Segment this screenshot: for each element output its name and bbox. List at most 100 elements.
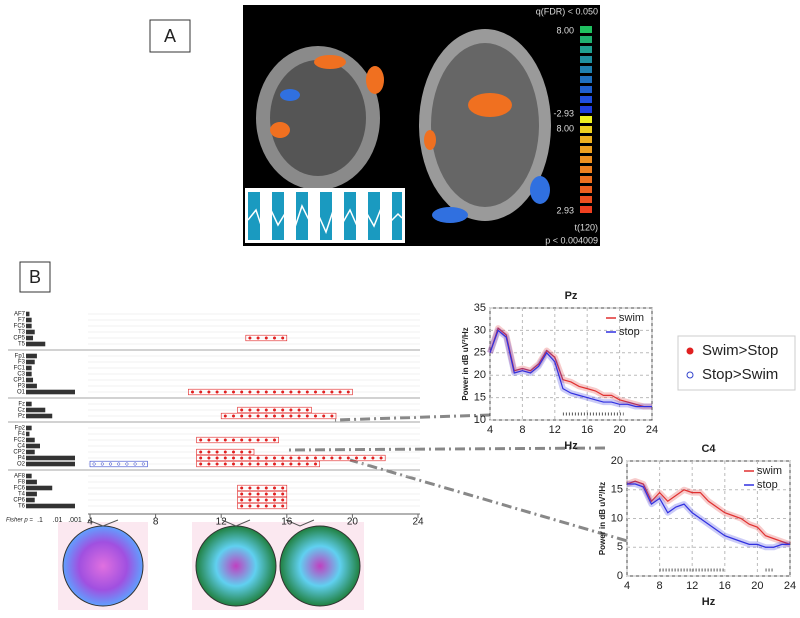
range-dot: [231, 456, 236, 460]
range-dot: [248, 390, 252, 394]
fisher-bar: [26, 497, 35, 503]
range-dot: [256, 462, 260, 466]
range-dot: [240, 504, 244, 508]
colorbar-swatch: [580, 86, 592, 93]
range-dot: [313, 390, 318, 394]
y-tick-label: 15: [611, 484, 623, 496]
range-dot: [256, 336, 260, 340]
significance-range: [237, 490, 288, 498]
x-tick-label: 8: [519, 424, 525, 436]
colorbar-swatch: [580, 176, 592, 183]
range-dot: [240, 486, 244, 490]
electrode-label: AF8: [14, 474, 26, 480]
fisher-bar: [26, 359, 35, 365]
legend-marker: [686, 371, 694, 379]
significance-range: [196, 448, 255, 456]
range-dot: [248, 504, 252, 508]
range-dot: [256, 504, 260, 508]
range-dot: [313, 456, 318, 460]
range-dot: [190, 390, 195, 394]
x-tick-label: 24: [412, 517, 424, 528]
x-tick-label: 16: [719, 580, 731, 592]
x-tick-label: 20: [613, 424, 625, 436]
range-dot: [100, 462, 104, 466]
plot-area: [626, 460, 791, 577]
y-tick-label: 10: [611, 512, 623, 524]
fisher-axis-label: Fisher p =: [6, 518, 33, 524]
block: [272, 192, 284, 240]
x-tick-label: 20: [347, 517, 359, 528]
fisher-bar: [26, 371, 32, 377]
blob: [530, 176, 550, 204]
range-dot: [264, 492, 268, 496]
topoplot: [195, 525, 277, 607]
significance-range: [237, 484, 288, 492]
y-tick-label: 15: [474, 392, 486, 404]
electrode-label: F4: [18, 432, 26, 438]
range-dot: [240, 390, 244, 394]
range-dot: [240, 492, 244, 496]
range-dot: [240, 414, 244, 418]
range-dot: [272, 492, 277, 496]
electrode-label: AF7: [14, 312, 26, 318]
legend-label: stop: [619, 326, 640, 338]
colorbar-swatch: [580, 46, 592, 53]
fisher-bar: [26, 431, 30, 437]
electrode-label: FC6: [14, 486, 26, 492]
range-dot: [272, 486, 277, 490]
topoplot: [62, 525, 144, 607]
electrode-label: F3: [18, 360, 26, 366]
y-tick-label: 20: [611, 455, 623, 467]
colorbar-swatch: [580, 116, 592, 123]
electrode-label: Pz: [18, 414, 25, 420]
range-dot: [297, 456, 301, 460]
range-dot: [240, 450, 244, 454]
range-dot: [256, 390, 260, 394]
fisher-bar: [26, 383, 37, 389]
electrode-label: C4: [17, 444, 25, 450]
legend-label: swim: [757, 465, 782, 477]
blob: [468, 93, 512, 117]
range-dot: [215, 438, 219, 442]
range-dot: [264, 456, 268, 460]
range-dot: [231, 438, 236, 442]
range-dot: [346, 456, 350, 460]
significance-range: [220, 412, 337, 420]
electrode-label: F8: [18, 480, 26, 486]
electrode-label: Fz: [18, 402, 25, 408]
electrode-label: P4: [18, 456, 26, 462]
range-dot: [256, 456, 260, 460]
range-dot: [215, 450, 219, 454]
range-dot: [248, 456, 252, 460]
fisher-tick-label: .01: [53, 517, 63, 524]
range-dot: [297, 390, 301, 394]
legend-label: stop: [757, 479, 778, 491]
bold-signal: [247, 204, 403, 235]
fisher-bar: [26, 377, 34, 383]
blob: [280, 89, 300, 101]
range-dot: [223, 450, 227, 454]
fisher-bar: [26, 335, 34, 341]
colorbar-swatch: [580, 136, 592, 143]
range-dot: [207, 456, 211, 460]
range-dot: [330, 414, 334, 418]
x-tick-label: 24: [784, 580, 796, 592]
electrode-label: Cz: [18, 408, 25, 414]
range-dot: [281, 462, 285, 466]
electrode-label: CP6: [13, 498, 25, 504]
range-dot: [289, 414, 293, 418]
significance-range: [196, 436, 279, 444]
range-dot: [363, 456, 367, 460]
range-dot: [330, 456, 334, 460]
electrode-label: FC2: [14, 438, 26, 444]
fisher-bar: [26, 365, 32, 371]
electrode-label: CP2: [13, 450, 25, 456]
range-dot: [281, 486, 285, 490]
range-dot: [272, 504, 277, 508]
x-tick-label: 12: [549, 424, 561, 436]
topoplot: [279, 525, 361, 607]
fmri-threshold: q(FDR) < 0.050: [536, 6, 598, 16]
range-dot: [305, 462, 309, 466]
fisher-bar: [26, 329, 35, 335]
range-dot: [108, 462, 113, 466]
